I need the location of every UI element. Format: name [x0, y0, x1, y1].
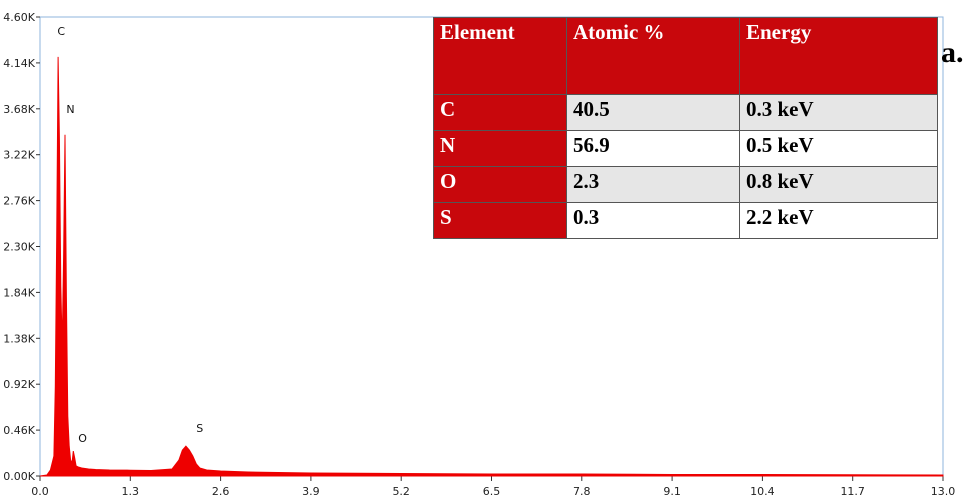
table-row: O 2.3 0.8 keV	[433, 166, 938, 203]
y-tick-label: 1.84K	[3, 286, 35, 299]
y-tick-label: 2.76K	[3, 195, 35, 208]
panel-label: a.	[941, 36, 964, 69]
y-tick-label: 4.60K	[3, 11, 35, 24]
table-row: C 40.5 0.3 keV	[433, 94, 938, 131]
x-tick-label: 11.7	[840, 485, 865, 498]
peak-label-o: O	[78, 432, 87, 445]
y-tick-label: 2.30K	[3, 241, 35, 254]
x-tick-label: 6.5	[483, 485, 501, 498]
peak-label-n: N	[66, 103, 74, 116]
header-atomic: Atomic %	[566, 17, 740, 95]
y-tick-label: 4.14K	[3, 57, 35, 70]
x-tick-label: 2.6	[212, 485, 230, 498]
row-atomic: 40.5	[566, 94, 740, 131]
spectrum-series	[39, 56, 944, 477]
header-energy: Energy	[739, 17, 938, 95]
row-energy: 2.2 keV	[739, 202, 938, 239]
y-tick-label: 3.22K	[3, 149, 35, 162]
row-energy: 0.3 keV	[739, 94, 938, 131]
peak-labels: C N O S	[57, 25, 203, 445]
x-tick-label: 9.1	[663, 485, 681, 498]
row-element: O	[433, 166, 567, 203]
header-element: Element	[433, 17, 567, 95]
table-row: N 56.9 0.5 keV	[433, 130, 938, 167]
x-tick-label: 0.0	[31, 485, 49, 498]
row-energy: 0.5 keV	[739, 130, 938, 167]
x-tick-label: 7.8	[573, 485, 591, 498]
y-tick-label: 3.68K	[3, 103, 35, 116]
x-axis: 0.0 1.3 2.6 3.9 5.2 6.5 7.8 9.1 10.4 11.7 13.0	[31, 476, 955, 498]
row-energy: 0.8 keV	[739, 166, 938, 203]
row-element: N	[433, 130, 567, 167]
table-row: S 0.3 2.2 keV	[433, 202, 938, 239]
row-atomic: 2.3	[566, 166, 740, 203]
y-axis: 0.00K 0.46K 0.92K 1.38K 1.84K 2.30K 2.76K 3.22K…	[3, 11, 40, 483]
x-tick-label: 13.0	[931, 485, 956, 498]
row-element: C	[433, 94, 567, 131]
y-tick-label: 0.46K	[3, 424, 35, 437]
x-tick-label: 5.2	[392, 485, 410, 498]
peak-label-c: C	[57, 25, 65, 38]
row-atomic: 0.3	[566, 202, 740, 239]
row-element: S	[433, 202, 567, 239]
peak-label-s: S	[196, 422, 203, 435]
y-tick-label: 1.38K	[3, 332, 35, 345]
y-tick-label: 0.00K	[3, 470, 35, 483]
row-atomic: 56.9	[566, 130, 740, 167]
x-tick-label: 10.4	[750, 485, 775, 498]
y-tick-label: 0.92K	[3, 378, 35, 391]
x-tick-label: 3.9	[302, 485, 320, 498]
composition-table: Element Atomic % Energy C 40.5 0.3 keV N…	[433, 17, 938, 239]
x-tick-label: 1.3	[122, 485, 140, 498]
